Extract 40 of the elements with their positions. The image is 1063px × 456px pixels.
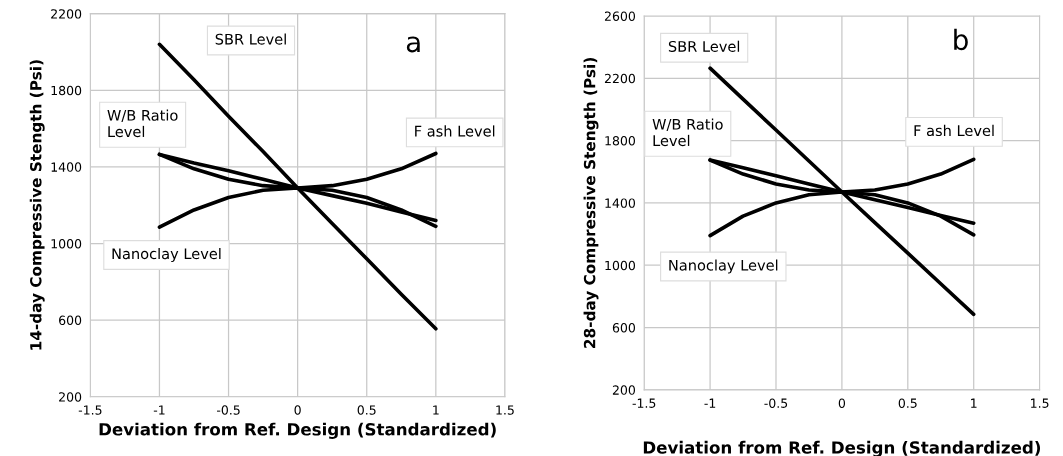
y-tick-label: 1400 (605, 198, 636, 208)
text: SBR Level (215, 33, 286, 45)
x-tick-label: 0 (838, 398, 846, 408)
annotation: b (954, 28, 968, 51)
x-tick-label: 0 (294, 405, 301, 415)
y-tick-label: 1800 (51, 85, 82, 96)
y-tick-label: 2600 (604, 11, 636, 21)
annotation: a (406, 36, 420, 53)
y-tick-label: 200 (612, 385, 636, 395)
x-tick-label: 0.5 (898, 398, 917, 408)
y-axis-title: 14-day Compressive Stength (Psi) (29, 60, 45, 350)
y-tick-label: 1000 (51, 238, 82, 249)
series-label: Nanoclay Level (112, 247, 221, 263)
y-tick-label: 1800 (605, 136, 636, 146)
y-tick-label: 2200 (604, 73, 636, 84)
y-tick-label: 200 (59, 392, 82, 402)
x-axis-title: Deviation from Ref. Design (Standardized) (99, 422, 496, 439)
series-label: SBR Level (668, 40, 740, 52)
x-tick-label: -0.5 (764, 398, 788, 408)
y-tick-label: 600 (612, 323, 636, 333)
x-tick-label: 1 (433, 405, 439, 415)
x-tick-label: -1 (153, 405, 165, 415)
y-tick-label: 1000 (605, 260, 636, 271)
y-tick-label: 2200 (51, 9, 82, 19)
text: Nanoclay Level (669, 259, 778, 274)
text: F ash Level (914, 124, 994, 137)
y-axis-title: 28-day Compressive Stength (Psi) (583, 58, 599, 348)
x-tick-label: 0.5 (357, 405, 376, 415)
series-label: W/B Ratio Level (652, 118, 723, 147)
y-tick-label: 1400 (51, 162, 82, 172)
x-tick-label: 1 (971, 398, 977, 408)
x-tick-label: 1.5 (1031, 398, 1049, 408)
x-tick-label: -0.5 (216, 405, 240, 415)
x-tick-label: -1.5 (78, 405, 102, 415)
x-tick-label: -1 (704, 398, 716, 408)
x-tick-label: -1.5 (632, 398, 656, 408)
x-tick-label: 1.5 (496, 405, 514, 415)
y-tick-label: 600 (59, 315, 82, 326)
series-label: W/B Ratio Level (107, 109, 178, 138)
series-label: F ash Level (415, 125, 495, 137)
